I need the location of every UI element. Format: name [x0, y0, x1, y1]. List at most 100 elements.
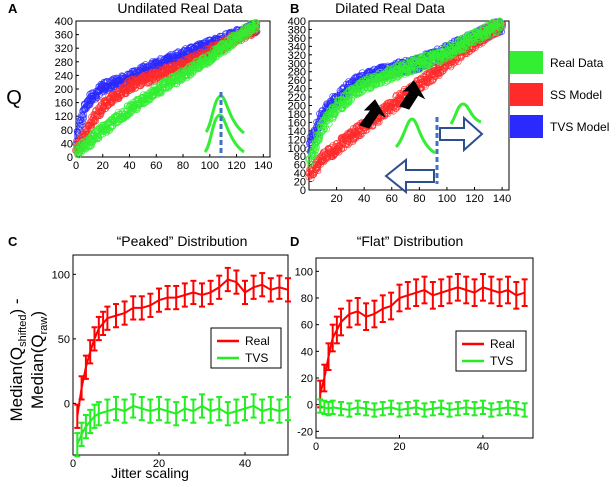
data-point — [331, 111, 339, 118]
series-real-errorbar — [346, 299, 353, 329]
x-tick-label: 120 — [227, 160, 245, 172]
legend-label-tvs: TVS — [245, 351, 268, 365]
outline-arrow-left-icon — [384, 157, 435, 195]
median-y-label-line1: Median(Qshifted) - — [7, 298, 29, 421]
median-y-label-line2: Median(Qraw) — [28, 311, 50, 409]
series-tvs-errorbar — [404, 401, 411, 417]
data-point — [122, 88, 130, 96]
series-real-errorbar — [87, 339, 94, 365]
series-real-errorbar — [113, 303, 119, 329]
series-real-errorbar — [396, 283, 403, 313]
y-tick-label: 40 — [61, 138, 73, 150]
legend-box — [455, 330, 527, 372]
series-tvs-errorbar — [224, 401, 231, 427]
data-point — [325, 120, 333, 128]
series-real-errorbar — [164, 284, 171, 311]
series-real-errorbar — [421, 275, 428, 305]
series-tvs-errorbar — [388, 399, 395, 415]
legend-top: Real Data SS Model TVS Model — [510, 51, 609, 138]
x-tick-label: 60 — [386, 193, 398, 205]
series-real-errorbar — [104, 305, 111, 331]
series-tvs-errorbar — [521, 402, 528, 418]
series-tvs-errorbar — [242, 395, 248, 422]
data-point — [431, 50, 438, 58]
y-tick-label: 160 — [55, 98, 73, 110]
series-real-errorbar — [479, 273, 486, 302]
series-real-errorbar — [74, 403, 81, 429]
series-real-errorbar — [329, 323, 336, 353]
data-point — [202, 60, 210, 68]
y-tick-label: 80 — [61, 125, 73, 137]
x-axis-label-jitter: Jitter scaling — [111, 465, 189, 481]
series-real-errorbar — [379, 294, 386, 323]
panel-letter-b: B — [290, 1, 299, 16]
data-point — [92, 95, 100, 103]
series-tvs-errorbar — [438, 399, 445, 415]
data-point — [451, 58, 459, 66]
panel-letter-a: A — [8, 1, 18, 16]
legend-label-real: Real — [490, 337, 515, 351]
y-tick-label: 80 — [301, 293, 313, 305]
series-tvs-errorbar — [91, 403, 98, 429]
series-real-errorbar — [504, 275, 511, 305]
x-tick-label: 20 — [97, 160, 109, 172]
y-tick-label: 200 — [55, 84, 73, 96]
data-point — [388, 76, 395, 83]
series-real-errorbar — [121, 300, 128, 326]
x-tick-label: 40 — [123, 160, 135, 172]
data-point — [357, 132, 364, 139]
x-tick-label: 0 — [73, 160, 79, 172]
data-point — [185, 67, 193, 75]
series-real-errorbar — [147, 292, 154, 318]
series-tvs-errorbar — [95, 401, 102, 427]
data-point — [176, 76, 183, 84]
y-tick-label: 0 — [67, 152, 73, 164]
y-tick-label: 360 — [55, 30, 73, 42]
data-point — [497, 18, 504, 26]
series-real-errorbar — [338, 307, 345, 337]
data-point — [492, 24, 500, 32]
series-real-errorbar — [173, 284, 180, 311]
legend-swatch-tvs-model — [510, 115, 543, 138]
series-real-errorbar — [181, 282, 188, 308]
series-tvs-errorbar — [504, 399, 511, 415]
series-real-errorbar — [207, 279, 214, 306]
series-tvs-errorbar — [104, 398, 111, 424]
data-point — [311, 151, 319, 159]
series-real-errorbar — [130, 295, 137, 321]
series-real-data-points — [305, 17, 505, 168]
x-tick-label: 40 — [477, 441, 489, 453]
data-point — [373, 80, 380, 88]
y-tick-label: 340 — [288, 41, 306, 53]
series-real-errorbar — [438, 278, 445, 307]
series-tvs-errorbar — [82, 414, 89, 440]
y-tick-label: 140 — [288, 126, 306, 138]
series-tvs-errorbar — [181, 395, 188, 422]
series-real-errorbar — [250, 274, 257, 300]
legend-swatch-ss-model — [510, 83, 543, 106]
y-tick-label: 120 — [55, 111, 73, 123]
data-point — [496, 17, 504, 25]
series-tvs-errorbar — [371, 402, 378, 418]
series-tvs-errorbar — [396, 402, 403, 418]
series-real-errorbar — [267, 277, 274, 303]
y-tick-label: 20 — [301, 373, 313, 385]
series-real-errorbar — [354, 297, 361, 326]
data-point — [310, 151, 317, 159]
x-tick-label: 0 — [313, 441, 319, 453]
panel-b-title: Dilated Real Data — [335, 0, 445, 16]
y-tick-label: 60 — [294, 160, 306, 172]
series-tvs-errorbar — [346, 402, 353, 418]
panel-a-title: Undilated Real Data — [117, 0, 243, 16]
legend-box — [210, 327, 282, 369]
y-tick-label: 20 — [294, 177, 306, 189]
series-real-errorbar — [463, 275, 470, 305]
panel-d-title: “Flat” Distribution — [357, 233, 464, 249]
series-real-errorbar — [521, 278, 528, 307]
series-tvs-errorbar — [173, 401, 180, 427]
legend-label-real: Real — [245, 334, 270, 348]
schematic-curve-left — [394, 117, 436, 155]
data-point — [316, 134, 323, 141]
data-point — [252, 23, 259, 31]
